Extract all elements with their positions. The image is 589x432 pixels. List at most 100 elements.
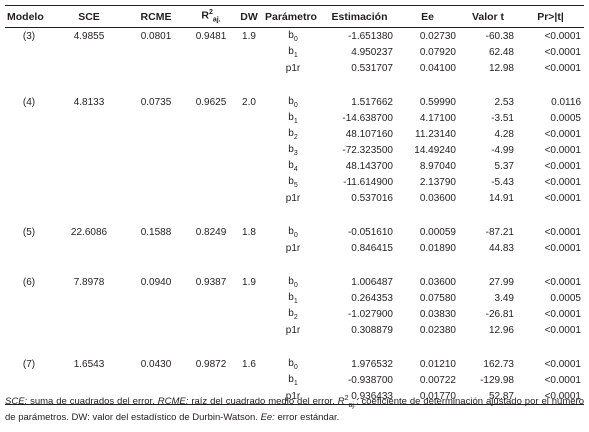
cell-empty: [517, 256, 584, 274]
cell-empty: [235, 76, 263, 94]
cell-empty: [235, 190, 263, 206]
cell-empty: [125, 44, 187, 60]
cell-valor-t: -87.21: [485, 226, 514, 238]
cell-empty: [5, 388, 53, 405]
cell-parametro: p1r: [263, 240, 323, 256]
parameter-symbol: p1r: [285, 242, 301, 254]
cell-r2: 0.9625: [195, 96, 227, 108]
cell-empty: [235, 110, 263, 126]
cell-empty: [125, 372, 187, 388]
parameter-symbol: b: [288, 357, 294, 369]
cell-empty: [125, 256, 187, 274]
cell-empty: [53, 174, 125, 190]
table-row: b1 -0.938700 0.00722 -129.98 <0.0001: [5, 372, 584, 388]
cell-sce: 4.9855: [73, 30, 105, 42]
parameter-subscript: 1: [293, 117, 298, 125]
cell-pr: <0.0001: [517, 388, 584, 405]
cell-ee: 0.03600: [419, 276, 456, 288]
cell-ee: 0.03600: [419, 192, 456, 204]
cell-valor-t: 5.37: [494, 160, 514, 172]
cell-empty: [459, 338, 517, 356]
parameter-subscript: 2: [293, 133, 298, 141]
cell-pr: <0.0001: [544, 30, 581, 42]
header-modelo: Modelo: [5, 5, 53, 28]
cell-estimacion: -11.614900: [343, 176, 393, 188]
cell-empty: [235, 206, 263, 224]
table-row: b1 0.264353 0.07580 3.49 0.0005: [5, 290, 584, 306]
cell-empty: [53, 338, 125, 356]
cell-estimacion: 1.976532: [351, 358, 393, 370]
parameter-symbol: b: [288, 275, 294, 287]
cell-empty: [263, 338, 323, 356]
cell-modelo: (3): [22, 30, 36, 42]
cell-empty: [263, 206, 323, 224]
cell-empty: [5, 60, 53, 76]
cell-estimacion: 0.264353: [351, 292, 393, 304]
cell-r2: 0.8249: [195, 226, 227, 238]
cell-empty: [235, 256, 263, 274]
cell-valor-t: -129.98: [480, 374, 514, 386]
cell-empty: [235, 388, 263, 405]
header-pr: Pr>|t|: [517, 5, 584, 28]
cell-empty: [323, 206, 396, 224]
header-r2: R2aj.: [187, 5, 235, 28]
cell-estimacion: 0.537016: [351, 192, 393, 204]
cell-empty: [187, 142, 235, 158]
cell-empty: [53, 126, 125, 142]
cell-empty: [125, 158, 187, 174]
cell-empty: [5, 76, 53, 94]
cell-empty: [235, 174, 263, 190]
cell-pr: <0.0001: [544, 46, 581, 58]
parameter-symbol: b: [288, 291, 294, 303]
cell-dw: 1.8: [242, 226, 256, 238]
cell-valor-t: -26.81: [485, 308, 514, 320]
cell-pr: 0.0116: [551, 96, 581, 108]
cell-empty: [5, 44, 53, 60]
cell-empty: [5, 174, 53, 190]
cell-empty: [187, 306, 235, 322]
cell-modelo: (5): [22, 226, 36, 238]
parameter-subscript: 4: [293, 165, 298, 173]
parameter-symbol: p1r: [285, 390, 301, 402]
cell-empty: [235, 240, 263, 256]
cell-empty: [187, 110, 235, 126]
table-row: b2 48.107160 11.23140 4.28 <0.0001: [5, 126, 584, 142]
cell-parametro: p1r: [263, 60, 323, 76]
table-row: p1r 0.936433 0.01770 52.87 <0.0001: [5, 388, 584, 405]
cell-empty: [5, 338, 53, 356]
cell-empty: [53, 44, 125, 60]
cell-empty: [235, 126, 263, 142]
cell-empty: [396, 206, 459, 224]
cell-modelo: (6): [22, 276, 36, 288]
cell-estimacion: -72.323500: [342, 144, 393, 156]
cell-ee: 0.01890: [419, 242, 456, 254]
cell-empty: [235, 290, 263, 306]
cell-empty: [187, 338, 235, 356]
cell-pr: 0.0005: [550, 112, 581, 124]
table-row: b1 -14.638700 4.17100 -3.51 0.0005: [5, 110, 584, 126]
cell-empty: [125, 240, 187, 256]
cell-pr: <0.0001: [544, 176, 581, 188]
cell-r2: 0.9872: [195, 358, 227, 370]
header-dw: DW: [235, 5, 263, 28]
cell-empty: [53, 240, 125, 256]
cell-ee: 2.13790: [419, 176, 456, 188]
cell-empty: [5, 206, 53, 224]
cell-rcme: 0.0801: [140, 30, 172, 42]
cell-rcme: 0.0735: [140, 96, 172, 108]
cell-empty: [5, 190, 53, 206]
cell-empty: [5, 256, 53, 274]
table-row: (7) 1.6543 0.0430 0.9872 1.6 b0 1.976532 0.0121…: [5, 356, 584, 372]
cell-parametro: b0: [263, 94, 323, 110]
cell-empty: [53, 142, 125, 158]
header-r2-sup: 2: [208, 9, 213, 17]
cell-empty: [187, 76, 235, 94]
cell-empty: [235, 44, 263, 60]
cell-empty: [517, 76, 584, 94]
cell-empty: [53, 322, 125, 338]
table-body: (3) 4.9855 0.0801 0.9481 1.9 b0 -1.651380 0.027…: [5, 28, 584, 405]
cell-empty: [53, 206, 125, 224]
cell-estimacion: 1.517662: [351, 96, 393, 108]
parameter-symbol: p1r: [285, 192, 301, 204]
parameter-subscript: 0: [293, 363, 298, 371]
